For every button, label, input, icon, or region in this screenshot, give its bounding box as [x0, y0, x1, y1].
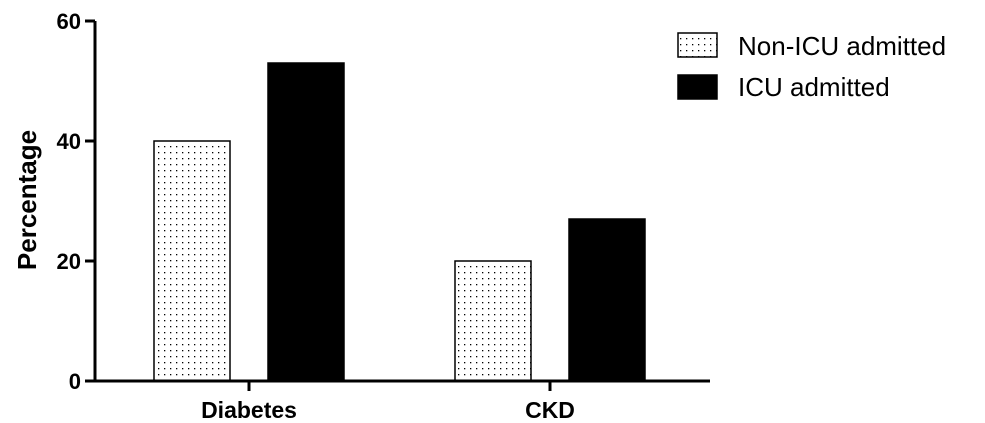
y-tick-label-40: 40 [57, 129, 81, 154]
plot-area: Diabetes CKD 0 20 40 60 [57, 9, 710, 423]
y-tick-label-20: 20 [57, 249, 81, 274]
y-tick-label-0: 0 [69, 369, 81, 394]
bar-diabetes-icu [267, 62, 345, 382]
bar-ckd-icu [568, 218, 646, 382]
x-tick-label-ckd: CKD [525, 397, 575, 423]
bar-ckd-non-icu [454, 260, 532, 382]
y-axis-title: Percentage [12, 130, 42, 270]
bar-diabetes-non-icu [153, 140, 231, 382]
x-tick-label-diabetes: Diabetes [201, 397, 297, 423]
y-tick-label-60: 60 [57, 9, 81, 34]
legend-swatch-icu [677, 74, 718, 100]
legend-label-icu: ICU admitted [738, 72, 890, 102]
legend: Non-ICU admitted ICU admitted [677, 31, 946, 102]
legend-swatch-non-icu [677, 32, 718, 58]
legend-label-non-icu: Non-ICU admitted [738, 31, 946, 61]
